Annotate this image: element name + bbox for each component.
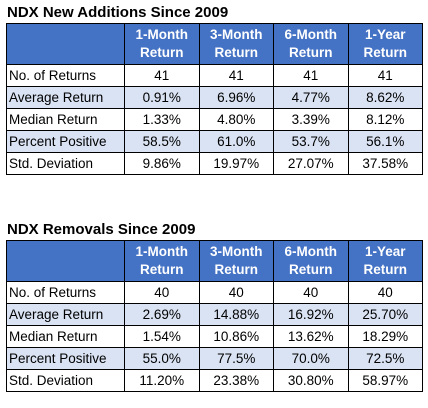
additions-title: NDX New Additions Since 2009	[7, 4, 229, 21]
cell-value: 41	[273, 64, 349, 87]
header-6-month: 6-Month Return	[273, 240, 349, 282]
cell-value: 58.97%	[347, 369, 423, 392]
cell-value: 6.96%	[198, 86, 274, 109]
header-3-month: 3-Month Return	[198, 240, 274, 282]
cell-value: 77.5%	[198, 347, 274, 370]
row-label: Percent Positive	[6, 347, 125, 370]
header-1-month: 1-Month Return	[124, 240, 200, 282]
cell-value: 9.86%	[124, 152, 200, 175]
table-row: Median Return 1.33% 4.80% 3.39% 8.12%	[6, 108, 423, 131]
row-label: Std. Deviation	[6, 152, 125, 175]
table-row: Average Return 0.91% 6.96% 4.77% 8.62%	[6, 86, 423, 109]
cell-value: 18.29%	[347, 325, 423, 348]
cell-value: 19.97%	[198, 152, 274, 175]
cell-value: 37.58%	[347, 152, 423, 175]
row-label: No. of Returns	[6, 281, 125, 304]
cell-value: 13.62%	[273, 325, 349, 348]
header-row: 1-Month Return 3-Month Return 6-Month Retur…	[6, 240, 423, 282]
table-row: Percent Positive 55.0% 77.5% 70.0% 72.5%	[6, 347, 423, 370]
cell-value: 14.88%	[198, 303, 274, 326]
cell-value: 11.20%	[124, 369, 200, 392]
table-row: No. of Returns 40 40 40 40	[6, 281, 423, 304]
cell-value: 1.33%	[124, 108, 200, 131]
header-1-month: 1-Month Return	[124, 23, 200, 65]
cell-value: 8.62%	[347, 86, 423, 109]
cell-value: 16.92%	[273, 303, 349, 326]
cell-value: 40	[124, 281, 200, 304]
additions-section: NDX New Additions Since 2009 1-Month Retu…	[6, 3, 423, 175]
table-row: Std. Deviation 11.20% 23.38% 30.80% 58.9…	[6, 369, 423, 392]
removals-title: NDX Removals Since 2009	[7, 221, 196, 238]
cell-value: 56.1%	[347, 130, 423, 153]
cell-value: 40	[273, 281, 349, 304]
cell-value: 27.07%	[273, 152, 349, 175]
cell-value: 10.86%	[198, 325, 274, 348]
header-corner-cell	[6, 23, 125, 65]
row-label: Percent Positive	[6, 130, 125, 153]
cell-value: 0.91%	[124, 86, 200, 109]
cell-value: 23.38%	[198, 369, 274, 392]
cell-value: 4.80%	[198, 108, 274, 131]
cell-value: 8.12%	[347, 108, 423, 131]
table-row: Median Return 1.54% 10.86% 13.62% 18.29%	[6, 325, 423, 348]
cell-value: 53.7%	[273, 130, 349, 153]
cell-value: 41	[124, 64, 200, 87]
row-label: Average Return	[6, 303, 125, 326]
cell-value: 61.0%	[198, 130, 274, 153]
header-corner-cell	[6, 240, 125, 282]
header-1-year: 1-Year Return	[347, 23, 423, 65]
table-row: Percent Positive 58.5% 61.0% 53.7% 56.1%	[6, 130, 423, 153]
cell-value: 30.80%	[273, 369, 349, 392]
cell-value: 41	[347, 64, 423, 87]
removals-section: NDX Removals Since 2009 1-Month Return 3-…	[6, 220, 423, 392]
cell-value: 72.5%	[347, 347, 423, 370]
header-row: 1-Month Return 3-Month Return 6-Month Retur…	[6, 23, 423, 65]
cell-value: 3.39%	[273, 108, 349, 131]
row-label: Median Return	[6, 108, 125, 131]
row-label: No. of Returns	[6, 64, 125, 87]
header-3-month: 3-Month Return	[198, 23, 274, 65]
table-row: Average Return 2.69% 14.88% 16.92% 25.70…	[6, 303, 423, 326]
cell-value: 4.77%	[273, 86, 349, 109]
cell-value: 58.5%	[124, 130, 200, 153]
cell-value: 2.69%	[124, 303, 200, 326]
header-6-month: 6-Month Return	[273, 23, 349, 65]
row-label: Median Return	[6, 325, 125, 348]
cell-value: 40	[198, 281, 274, 304]
table-row: No. of Returns 41 41 41 41	[6, 64, 423, 87]
removals-table: 1-Month Return 3-Month Return 6-Month Retur…	[6, 240, 423, 392]
header-1-year: 1-Year Return	[347, 240, 423, 282]
additions-table: 1-Month Return 3-Month Return 6-Month Retur…	[6, 23, 423, 175]
cell-value: 41	[198, 64, 274, 87]
row-label: Std. Deviation	[6, 369, 125, 392]
cell-value: 1.54%	[124, 325, 200, 348]
cell-value: 40	[347, 281, 423, 304]
cell-value: 55.0%	[124, 347, 200, 370]
cell-value: 25.70%	[347, 303, 423, 326]
row-label: Average Return	[6, 86, 125, 109]
cell-value: 70.0%	[273, 347, 349, 370]
table-row: Std. Deviation 9.86% 19.97% 27.07% 37.58…	[6, 152, 423, 175]
